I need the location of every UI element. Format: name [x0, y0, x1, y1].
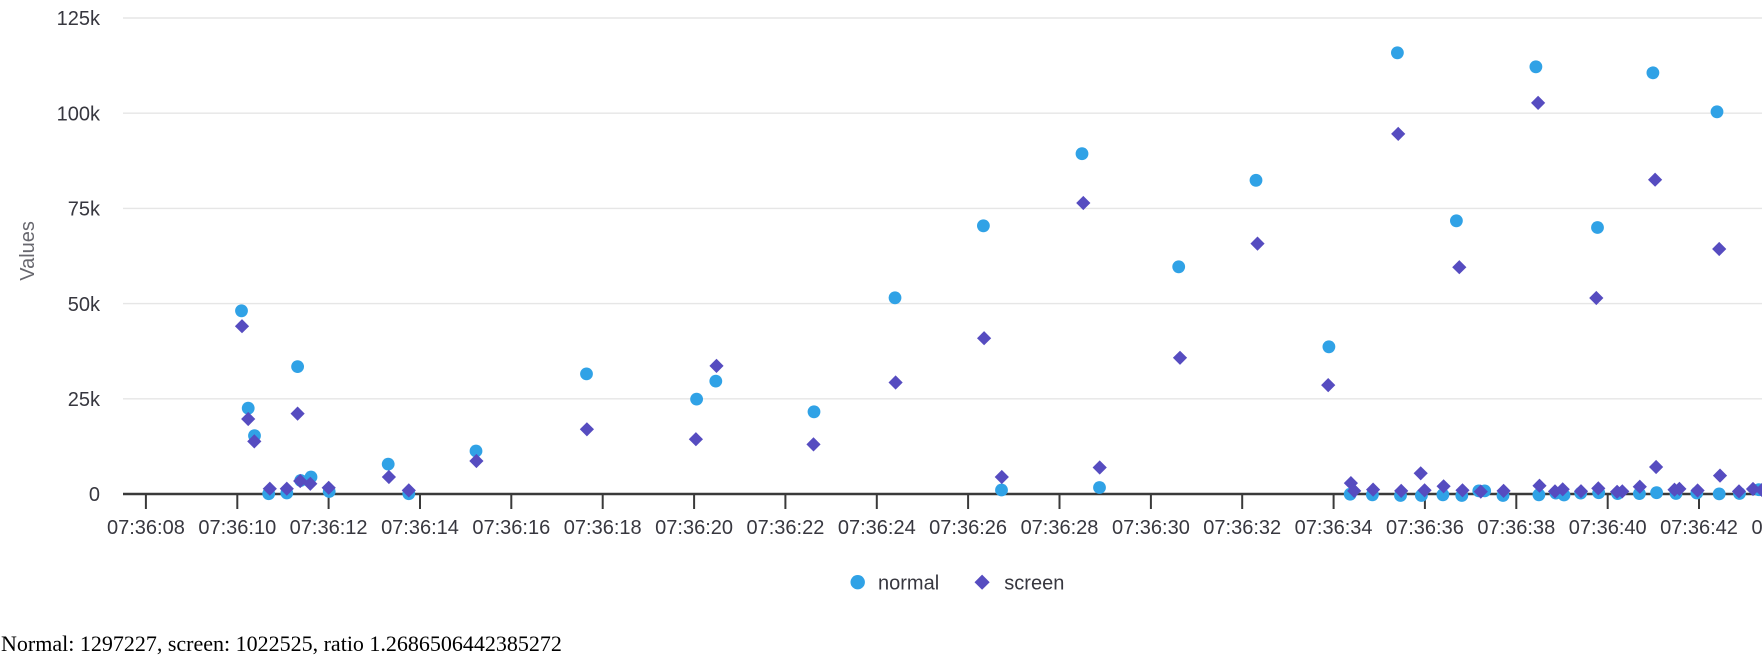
- svg-text:07:36:14: 07:36:14: [381, 517, 459, 539]
- svg-text:07:36:16: 07:36:16: [472, 517, 550, 539]
- svg-text:07:36:44: 07:36:44: [1751, 517, 1762, 539]
- svg-text:07:36:28: 07:36:28: [1021, 517, 1099, 539]
- svg-text:07:36:12: 07:36:12: [290, 517, 368, 539]
- svg-text:75k: 75k: [68, 199, 101, 221]
- svg-text:07:36:34: 07:36:34: [1295, 517, 1373, 539]
- svg-text:screen: screen: [1004, 572, 1064, 594]
- svg-text:0: 0: [89, 484, 100, 506]
- svg-text:Normal: 1297227, screen: 10225: Normal: 1297227, screen: 1022525, ratio …: [1, 631, 562, 656]
- svg-text:07:36:18: 07:36:18: [564, 517, 642, 539]
- svg-text:07:36:10: 07:36:10: [198, 517, 276, 539]
- svg-text:25k: 25k: [68, 389, 101, 411]
- svg-text:07:36:32: 07:36:32: [1203, 517, 1281, 539]
- svg-text:07:36:42: 07:36:42: [1660, 517, 1738, 539]
- svg-text:07:36:36: 07:36:36: [1386, 517, 1464, 539]
- svg-text:07:36:08: 07:36:08: [107, 517, 185, 539]
- svg-text:07:36:38: 07:36:38: [1477, 517, 1555, 539]
- svg-text:07:36:24: 07:36:24: [838, 517, 916, 539]
- svg-text:07:36:20: 07:36:20: [655, 517, 733, 539]
- svg-text:Values: Values: [17, 221, 39, 281]
- svg-text:125k: 125k: [57, 8, 101, 30]
- svg-text:07:36:22: 07:36:22: [746, 517, 824, 539]
- svg-text:07:36:30: 07:36:30: [1112, 517, 1190, 539]
- svg-text:07:36:26: 07:36:26: [929, 517, 1007, 539]
- svg-text:100k: 100k: [57, 103, 101, 125]
- svg-text:normal: normal: [878, 572, 939, 594]
- svg-text:07:36:40: 07:36:40: [1569, 517, 1647, 539]
- svg-text:50k: 50k: [68, 294, 101, 316]
